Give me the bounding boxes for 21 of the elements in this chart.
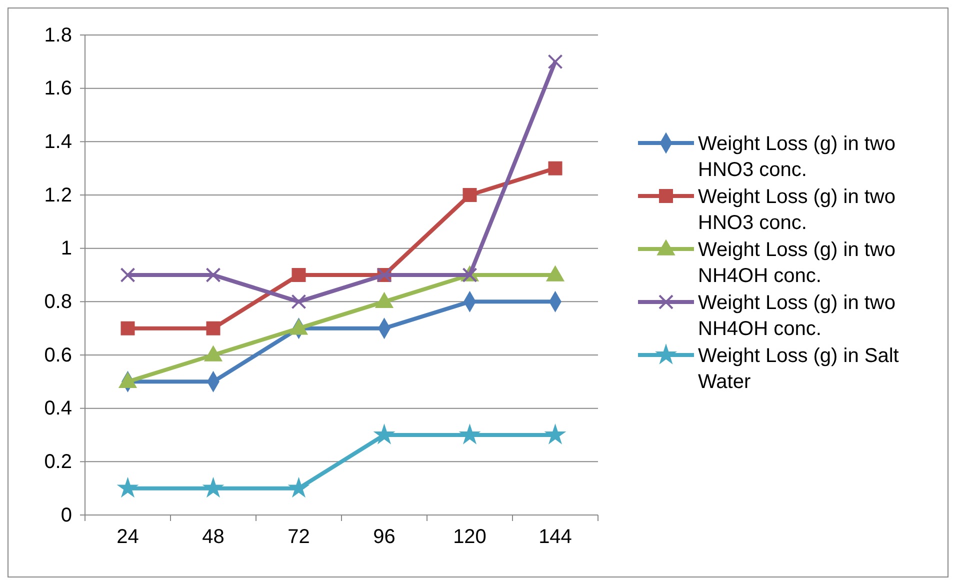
legend-label: Weight Loss (g) in two NH4OH conc. [698,239,896,287]
legend-label: Weight Loss (g) in two HNO3 conc. [698,133,896,181]
x-tick-label: 48 [202,526,224,548]
x-tick-label: 24 [116,526,139,548]
y-tick-label: 1.8 [44,24,72,46]
y-tick-label: 1.4 [44,131,72,154]
legend-label: Weight Loss (g) in two HNO3 conc. [698,186,896,234]
legend-label: Weight Loss (g) in two NH4OH conc. [698,292,896,340]
x-tick-label: 120 [453,526,486,548]
y-tick-label: 0.6 [44,344,72,366]
legend-label: Weight Loss (g) in Salt Water [698,345,900,393]
y-tick-label: 1.6 [44,78,72,100]
y-tick-label: 0.8 [44,291,72,314]
x-tick-label: 144 [538,526,572,548]
y-tick-label: 0.4 [44,398,72,420]
x-tick-label: 72 [288,526,310,548]
y-tick-label: 1 [60,238,72,260]
y-tick-label: 0 [60,504,72,526]
y-tick-label: 0.2 [44,451,72,474]
x-tick-label: 96 [373,526,396,548]
y-tick-label: 1.2 [44,184,72,206]
